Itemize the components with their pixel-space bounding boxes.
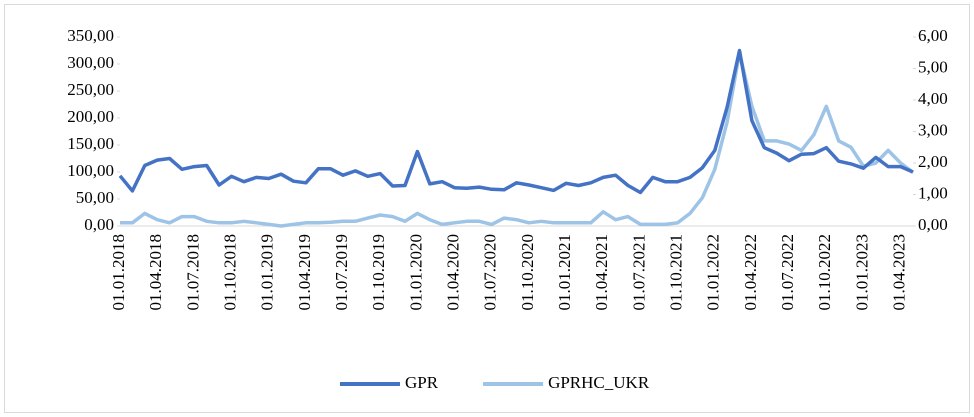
legend-label: GPR (405, 373, 439, 392)
x-tick-label: 01.10.2021 (666, 234, 685, 311)
x-tick-label: 01.07.2020 (481, 234, 500, 311)
y-tick-label: 250,00 (67, 80, 114, 99)
x-tick-label: 01.01.2023 (852, 234, 871, 311)
x-tick-label: 01.07.2021 (629, 234, 648, 311)
x-tick-label: 01.01.2018 (109, 234, 128, 311)
x-tick-label: 01.01.2022 (704, 234, 723, 311)
x-tick-label: 01.04.2020 (443, 234, 462, 311)
y2-tick-label: 5,00 (918, 57, 948, 76)
legend-label: GPRHC_UKR (548, 373, 650, 392)
y-tick-label: 0,00 (84, 215, 114, 234)
x-tick-label: 01.10.2020 (518, 234, 537, 311)
y2-tick-label: 4,00 (918, 89, 948, 108)
x-tick-label: 01.01.2020 (406, 234, 425, 311)
x-tick-label: 01.04.2019 (295, 234, 314, 311)
x-tick-label: 01.04.2021 (592, 234, 611, 311)
x-tick-label: 01.10.2022 (815, 234, 834, 311)
y-tick-label: 50,00 (76, 188, 114, 207)
chart-border (4, 4, 970, 413)
x-tick-label: 01.04.2023 (890, 234, 909, 311)
y2-tick-label: 3,00 (918, 120, 948, 139)
y-tick-label: 100,00 (67, 161, 114, 180)
y2-tick-label: 0,00 (918, 215, 948, 234)
y-tick-label: 350,00 (67, 26, 114, 45)
x-tick-label: 01.10.2018 (220, 234, 239, 311)
y-tick-label: 150,00 (67, 134, 114, 153)
x-tick-label: 01.07.2018 (183, 234, 202, 311)
y-tick-label: 200,00 (67, 107, 114, 126)
series-line (120, 51, 915, 228)
x-tick-label: 01.04.2022 (741, 234, 760, 311)
x-tick-label: 01.01.2021 (555, 234, 574, 311)
y-tick-label: 300,00 (67, 53, 114, 72)
x-tick-label: 01.04.2018 (146, 234, 165, 311)
series-line (118, 48, 914, 195)
x-tick-label: 01.01.2019 (258, 234, 277, 311)
x-tick-label: 01.07.2019 (332, 234, 351, 311)
y2-tick-label: 1,00 (918, 183, 948, 202)
x-tick-label: 01.07.2022 (778, 234, 797, 311)
y2-tick-label: 2,00 (918, 152, 948, 171)
y2-tick-label: 6,00 (918, 26, 948, 45)
x-tick-label: 01.10.2019 (369, 234, 388, 311)
